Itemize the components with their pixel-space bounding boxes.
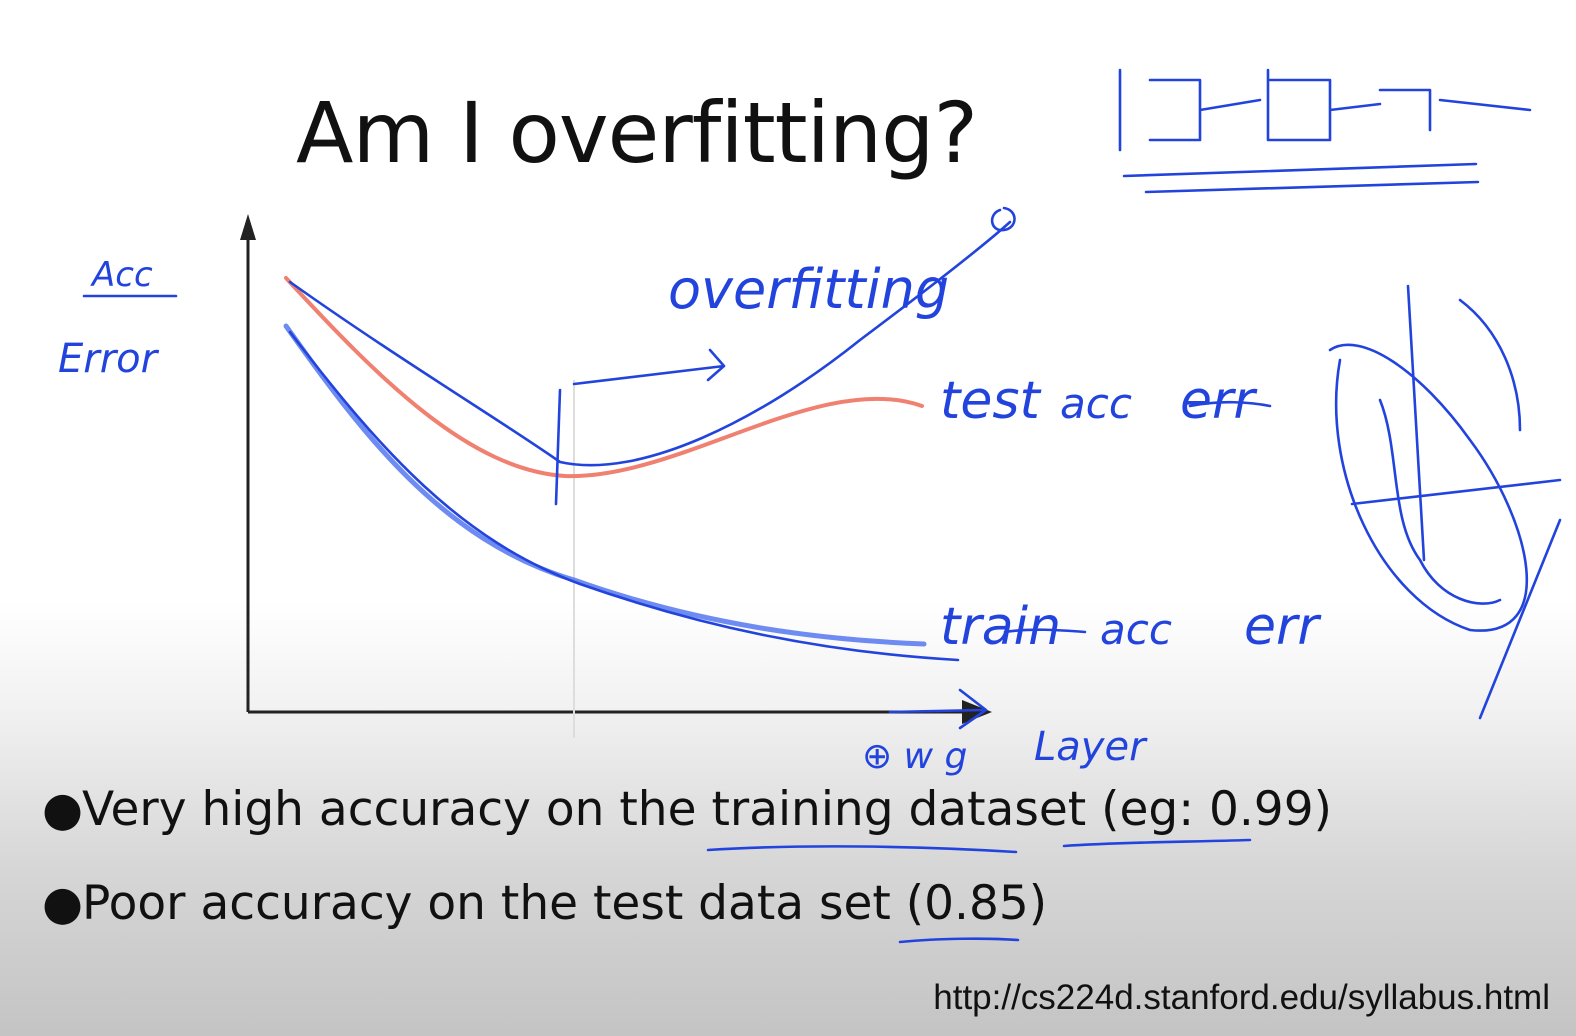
source-url: http://cs224d.stanford.edu/syllabus.html xyxy=(933,978,1550,1017)
bullet-dot-icon: ● xyxy=(42,782,84,837)
x-axis-arrow-icon xyxy=(962,700,992,724)
bullet-text: Poor accuracy on the test data set (0.85… xyxy=(82,876,1048,931)
network-layers-doodle xyxy=(1118,68,1532,152)
y-axis-label-struck: Acc xyxy=(90,255,153,295)
y-axis-label: Error xyxy=(58,336,160,382)
bullet-test-accuracy: ●Poor accuracy on the test data set (0.8… xyxy=(42,876,1047,931)
train-curve-label: train xyxy=(940,597,1061,657)
test-curve-label-suffix: err xyxy=(1180,371,1258,431)
test-curve-trace xyxy=(288,220,1012,467)
decision-boundary-doodle xyxy=(1328,284,1562,720)
x-axis-ink-arrow-icon xyxy=(888,688,988,730)
train-curve-trace xyxy=(288,330,960,662)
bullet-training-accuracy: ●Very high accuracy on the training data… xyxy=(42,782,1332,837)
train-error-curve xyxy=(283,323,927,647)
chart-axes xyxy=(240,214,992,724)
test-curve-label: test xyxy=(940,371,1041,431)
overfitting-label: overfitting xyxy=(668,258,949,321)
train-acc-strike xyxy=(1003,628,1087,634)
training-underline xyxy=(706,845,1018,854)
overfit-start-marker xyxy=(554,388,562,506)
eg-underline xyxy=(1062,838,1252,848)
test-error-curve xyxy=(284,276,924,479)
bullet-dot-icon: ● xyxy=(42,876,84,931)
test-acc-strike xyxy=(1188,400,1272,408)
ink-annotations xyxy=(82,68,1562,944)
slide-title: Am I overfitting? xyxy=(296,84,978,182)
test-curve-label-struck: acc xyxy=(1060,379,1132,428)
train-curve-label-suffix: err xyxy=(1244,597,1322,657)
x-axis-label-symbols: ⊕ w g xyxy=(862,736,967,777)
train-curve-label-struck: acc xyxy=(1100,605,1172,654)
overfit-arrow-icon xyxy=(572,348,726,386)
network-underline xyxy=(1122,162,1480,194)
y-axis-arrow-icon xyxy=(240,214,256,240)
curve-end-circle xyxy=(990,206,1016,232)
bullet-text: Very high accuracy on the training datas… xyxy=(82,782,1332,837)
x-axis-label: Layer xyxy=(1034,724,1148,770)
test-value-underline xyxy=(898,937,1020,944)
